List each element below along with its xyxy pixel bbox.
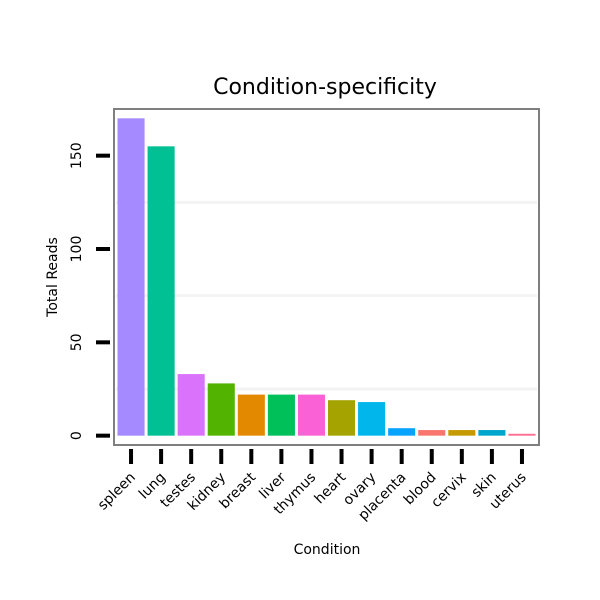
grid-lines [116,200,537,391]
x-axis-ticks: spleenlungtesteskidneybreastliverthymush… [95,449,530,524]
bar-ovary [358,402,386,436]
bar-blood [418,430,446,436]
chart-title: Condition-specificity [213,75,437,100]
bar-cervix [448,430,476,436]
bar-heart [328,400,356,436]
bar-breast [237,394,265,436]
bar-thymus [297,394,325,436]
bar-spleen [117,118,145,436]
bar-skin [478,430,506,436]
bar-kidney [207,383,235,436]
bar-lung [147,146,175,436]
plot-frame [113,108,540,446]
y-axis-ticks: 0 50 100 150 [69,142,110,440]
bar-uterus [508,433,536,436]
bar-testes [177,374,205,436]
bar-placenta [388,428,416,436]
x-tick-label-spleen: spleen [95,470,139,514]
y-tick-label: 150 [69,142,85,169]
y-tick-label: 50 [69,333,85,351]
bar-liver [267,394,295,436]
bars [117,118,536,436]
y-tick-label: 0 [69,431,85,440]
y-axis-label: Total Reads [45,237,61,318]
y-tick-label: 100 [69,236,85,263]
x-axis-label: Condition [294,542,361,558]
